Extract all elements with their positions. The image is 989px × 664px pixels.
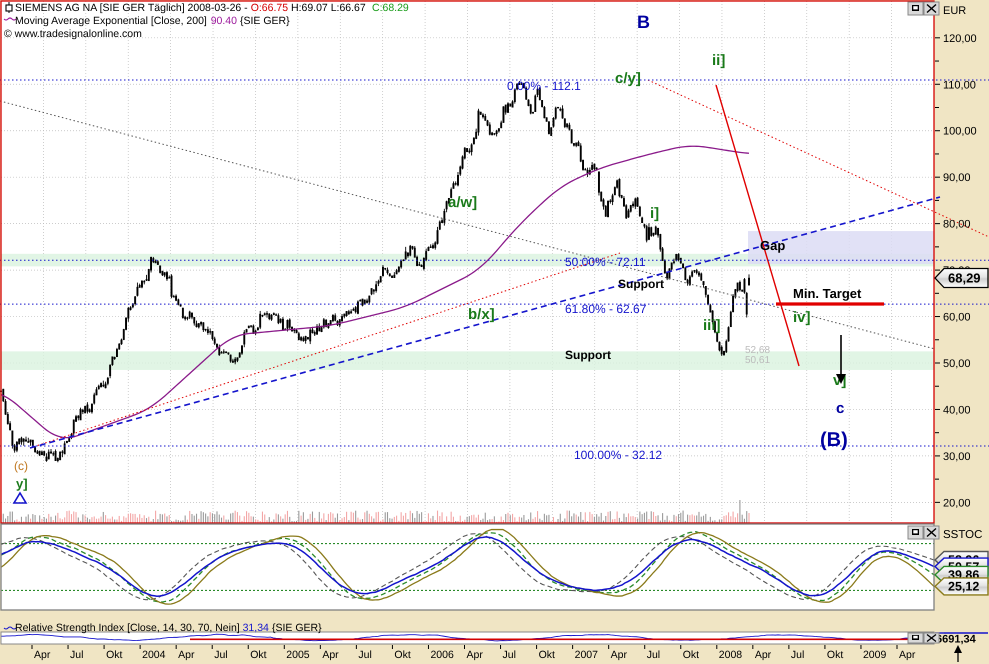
svg-text:2008: 2008 [719, 649, 743, 661]
svg-text:50,00: 50,00 [943, 358, 971, 370]
svg-text:61.80% - 62.67: 61.80% - 62.67 [565, 302, 647, 316]
svg-text:Support: Support [618, 277, 664, 291]
svg-text:Jul: Jul [358, 649, 371, 661]
svg-text:Apr: Apr [611, 649, 628, 661]
svg-text:Apr: Apr [899, 649, 916, 661]
svg-text:100.00% - 32.12: 100.00% - 32.12 [574, 448, 662, 462]
svg-text:Gap: Gap [760, 238, 785, 253]
svg-text:Jul: Jul [214, 649, 227, 661]
svg-text:Min. Target: Min. Target [793, 286, 862, 301]
svg-text:Okt: Okt [827, 649, 843, 661]
svg-text:SIEMENS AG NA [SIE GER Täglic: SIEMENS AG NA [SIE GER Täglich] 2008-03-… [15, 2, 248, 14]
svg-text:iv]: iv] [793, 309, 811, 326]
svg-text:Support: Support [565, 348, 611, 362]
svg-text:Apr: Apr [34, 649, 51, 661]
svg-text:Okt: Okt [394, 649, 410, 661]
svg-text:2009: 2009 [863, 649, 887, 661]
svg-text:a/w]: a/w] [448, 194, 477, 211]
svg-text:c/y]: c/y] [615, 70, 641, 87]
svg-text:Apr: Apr [322, 649, 339, 661]
svg-text:Apr: Apr [467, 649, 484, 661]
svg-text:B: B [637, 12, 650, 32]
svg-text:60,00: 60,00 [943, 312, 971, 324]
svg-text:H:69.07 L:66.67: H:69.07 L:66.67 [291, 2, 366, 14]
svg-text:iii]: iii] [703, 317, 721, 334]
svg-text:2004: 2004 [142, 649, 166, 661]
svg-text:90,00: 90,00 [943, 172, 971, 184]
svg-text:SSTOC: SSTOC [943, 529, 982, 541]
svg-text:EUR: EUR [943, 5, 966, 17]
svg-text:68,29: 68,29 [948, 271, 981, 286]
svg-text:Okt: Okt [683, 649, 699, 661]
svg-text:© www.tradesignalonline.com: © www.tradesignalonline.com [4, 28, 142, 40]
svg-text:31,34: 31,34 [243, 622, 269, 634]
svg-text:C:68.29: C:68.29 [372, 2, 409, 14]
svg-text:Okt: Okt [106, 649, 122, 661]
svg-text:40,00: 40,00 [943, 404, 971, 416]
svg-text:{SIE GER}: {SIE GER} [240, 15, 290, 27]
svg-text:25,12: 25,12 [948, 580, 979, 594]
svg-text:2006: 2006 [430, 649, 454, 661]
svg-text:i]: i] [650, 205, 659, 222]
svg-text:100,00: 100,00 [943, 126, 977, 138]
svg-text:O:66.75: O:66.75 [251, 2, 289, 14]
svg-text:0.00% - 112.1: 0.00% - 112.1 [507, 79, 581, 93]
svg-text:2005: 2005 [286, 649, 310, 661]
svg-text:80,00: 80,00 [943, 219, 971, 231]
svg-text:Apr: Apr [178, 649, 195, 661]
svg-text:50,61: 50,61 [745, 355, 770, 366]
svg-text:Jul: Jul [647, 649, 660, 661]
svg-text:30,00: 30,00 [943, 451, 971, 463]
svg-text:20,00: 20,00 [943, 497, 971, 509]
svg-text:(c): (c) [14, 459, 28, 473]
svg-text:ii]: ii] [712, 52, 725, 69]
svg-text:{SIE GER}: {SIE GER} [272, 622, 322, 634]
svg-text:y]: y] [16, 476, 28, 491]
svg-text:Okt: Okt [250, 649, 266, 661]
svg-text:6691,34: 6691,34 [936, 634, 977, 646]
svg-text:Apr: Apr [755, 649, 772, 661]
svg-text:c: c [836, 400, 844, 417]
svg-text:Okt: Okt [539, 649, 555, 661]
svg-text:Relative Strength Index [Close: Relative Strength Index [Close, 14, 30, … [15, 622, 240, 634]
svg-text:90.40: 90.40 [211, 15, 237, 27]
svg-text:120,00: 120,00 [943, 33, 977, 45]
svg-text:2007: 2007 [575, 649, 599, 661]
svg-text:(B): (B) [820, 429, 848, 451]
svg-text:50.00% - 72.11: 50.00% - 72.11 [565, 255, 646, 269]
svg-text:110,00: 110,00 [943, 79, 976, 91]
svg-text:Moving Average Exponential [Cl: Moving Average Exponential [Close, 200] [15, 15, 207, 27]
svg-text:b/x]: b/x] [468, 306, 495, 323]
svg-text:Jul: Jul [70, 649, 83, 661]
svg-text:Jul: Jul [791, 649, 804, 661]
svg-text:Jul: Jul [503, 649, 516, 661]
